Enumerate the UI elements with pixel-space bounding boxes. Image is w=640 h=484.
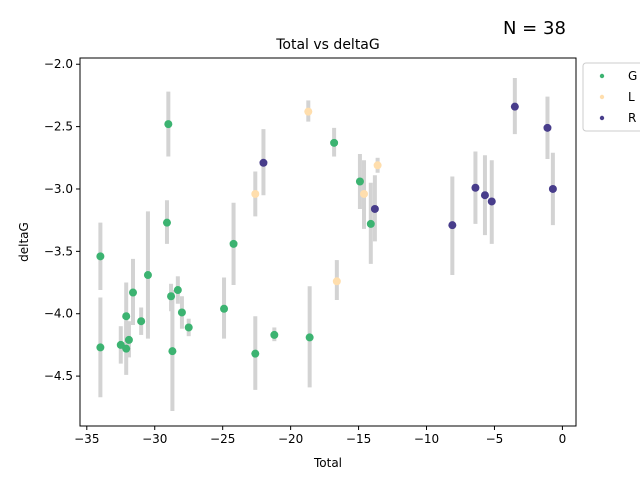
plot-frame bbox=[79, 57, 577, 427]
x-tick-label: −15 bbox=[346, 432, 371, 446]
x-tick-label: −10 bbox=[414, 432, 439, 446]
point-G-7 bbox=[137, 317, 146, 326]
point-G-19 bbox=[270, 330, 279, 339]
x-tick-label: −20 bbox=[278, 432, 303, 446]
point-L-0 bbox=[251, 189, 260, 198]
legend-box bbox=[582, 62, 640, 132]
point-L-3 bbox=[360, 189, 369, 198]
x-tick-label: −5 bbox=[486, 432, 504, 446]
y-tick-label: −2.5 bbox=[44, 120, 73, 134]
point-L-4 bbox=[373, 161, 382, 170]
legend-label-L: L bbox=[628, 90, 635, 104]
point-G-1 bbox=[96, 343, 105, 352]
point-R-2 bbox=[448, 221, 457, 230]
point-G-5 bbox=[124, 335, 133, 344]
y-axis-label: deltaG bbox=[17, 222, 31, 262]
point-G-22 bbox=[355, 177, 364, 186]
point-R-0 bbox=[259, 158, 268, 167]
point-G-11 bbox=[167, 292, 176, 301]
point-R-3 bbox=[471, 183, 480, 192]
axes: −35 −30 −25 −20 −15 −10 −5 0 −4.5 −4.0 −3.5 −3.0 −2.… bbox=[44, 57, 577, 446]
point-G-9 bbox=[162, 218, 171, 227]
point-R-6 bbox=[510, 102, 519, 111]
point-L-2 bbox=[332, 277, 341, 286]
point-R-4 bbox=[480, 191, 489, 200]
point-G-14 bbox=[177, 308, 186, 317]
point-R-8 bbox=[548, 184, 557, 193]
point-R-7 bbox=[543, 123, 552, 132]
point-G-15 bbox=[184, 323, 193, 332]
data-points bbox=[96, 102, 557, 358]
y-tick-label: −4.0 bbox=[44, 307, 73, 321]
x-tick-label: −30 bbox=[142, 432, 167, 446]
point-R-5 bbox=[487, 197, 496, 206]
point-G-6 bbox=[128, 288, 137, 297]
point-L-1 bbox=[304, 107, 313, 116]
x-tick-label: −25 bbox=[210, 432, 235, 446]
point-G-20 bbox=[305, 333, 314, 342]
point-G-10 bbox=[164, 120, 173, 129]
legend: GLR bbox=[582, 62, 640, 132]
y-tick-label: −2.0 bbox=[44, 57, 73, 71]
legend-marker-L bbox=[599, 94, 605, 100]
legend-marker-G bbox=[599, 73, 605, 79]
y-tick-label: −3.5 bbox=[44, 244, 73, 258]
x-tick-label: −35 bbox=[74, 432, 99, 446]
legend-label-R: R bbox=[628, 111, 636, 125]
point-G-13 bbox=[173, 286, 182, 295]
point-G-18 bbox=[251, 349, 260, 358]
point-G-23 bbox=[366, 219, 375, 228]
point-G-4 bbox=[122, 312, 131, 321]
x-tick-label: 0 bbox=[559, 432, 567, 446]
point-G-3 bbox=[122, 344, 131, 353]
y-tick-label: −3.0 bbox=[44, 182, 73, 196]
x-axis-label: Total bbox=[313, 456, 342, 470]
y-tick-label: −4.5 bbox=[44, 369, 73, 383]
legend-marker-R bbox=[599, 115, 605, 121]
point-G-0 bbox=[96, 252, 105, 261]
sample-count-annotation: N = 38 bbox=[503, 18, 566, 39]
point-G-16 bbox=[220, 304, 229, 313]
point-G-12 bbox=[168, 347, 177, 356]
point-G-8 bbox=[143, 271, 152, 280]
point-R-1 bbox=[370, 204, 379, 213]
legend-label-G: G bbox=[628, 69, 637, 83]
chart-title: Total vs deltaG bbox=[275, 37, 379, 53]
point-G-21 bbox=[330, 138, 339, 147]
point-G-17 bbox=[229, 239, 238, 248]
